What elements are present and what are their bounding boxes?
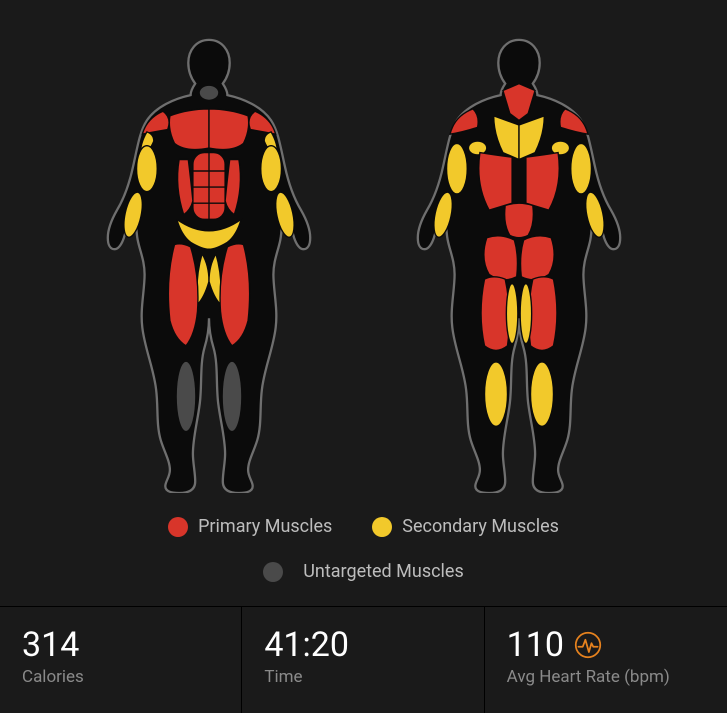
body-back-diagram [394, 33, 644, 493]
stat-calories-label: Calories [22, 667, 219, 687]
stats-bar: 314 Calories 41:20 Time 110 Avg Heart Ra… [0, 606, 727, 713]
muscle-calf-l [484, 362, 507, 426]
swatch-primary [168, 517, 188, 537]
muscle-hamstring-l [481, 277, 509, 351]
stat-heart-rate-label: Avg Heart Rate (bpm) [507, 667, 705, 687]
stat-heart-rate-value: 110 [507, 625, 564, 665]
legend-primary: Primary Muscles [168, 516, 332, 537]
body-front-diagram [84, 33, 334, 493]
muscle-bicep-r [260, 146, 281, 192]
stat-time[interactable]: 41:20 Time [242, 607, 484, 713]
swatch-untargeted [263, 562, 283, 582]
muscle-quad-l [168, 244, 198, 346]
legend-secondary: Secondary Muscles [372, 516, 559, 537]
muscle-glute-r [520, 236, 554, 280]
legend-primary-label: Primary Muscles [198, 516, 332, 537]
stat-time-label: Time [264, 667, 461, 687]
swatch-secondary [372, 517, 392, 537]
muscle-glute-l [483, 236, 517, 280]
muscle-lower-back [504, 203, 533, 238]
stat-calories-value: 314 [22, 625, 219, 665]
muscle-inner-ham-l [506, 284, 517, 344]
stat-calories[interactable]: 314 Calories [0, 607, 242, 713]
muscle-bicep-l [136, 146, 157, 192]
muscle-tricep-r [570, 143, 591, 194]
muscle-hamstring-r [528, 277, 556, 351]
muscle-tricep-l [446, 143, 467, 194]
muscle-calf-r [530, 362, 553, 426]
legend: Primary Muscles Secondary Muscles Untarg… [0, 506, 727, 606]
muscle-shin-r [222, 362, 240, 431]
legend-untargeted: Untargeted Muscles [40, 561, 687, 582]
muscle-inner-ham-r [520, 284, 532, 344]
heart-rate-icon [574, 631, 602, 659]
muscle-chest-l [169, 109, 209, 150]
stat-time-value: 41:20 [264, 625, 461, 665]
muscle-chest-r [209, 109, 249, 150]
legend-untargeted-label: Untargeted Muscles [303, 561, 464, 582]
legend-secondary-label: Secondary Muscles [402, 516, 559, 537]
muscle-neck [199, 86, 217, 100]
muscle-shin-l [176, 362, 194, 431]
stat-heart-rate[interactable]: 110 Avg Heart Rate (bpm) [485, 607, 727, 713]
muscle-quad-r [220, 244, 250, 346]
